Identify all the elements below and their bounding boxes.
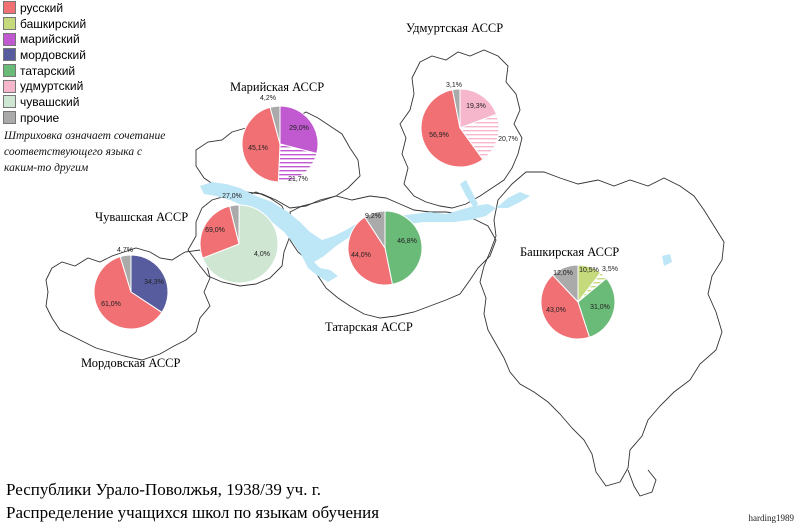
pie-data-label: 4,0% xyxy=(254,251,270,258)
legend-label: татарский xyxy=(20,63,76,78)
legend-item: башкирский xyxy=(3,16,86,32)
pie-data-label: 45,1% xyxy=(248,145,268,152)
pie-data-label: 10,5% xyxy=(579,267,599,274)
hook-border xyxy=(627,469,657,497)
east-lake xyxy=(662,254,672,266)
pie-slice xyxy=(459,88,498,129)
label-bashkiria: Башкирская АССР xyxy=(520,245,619,259)
legend-label: русский xyxy=(20,0,64,15)
pie-0: 34,3% 61,0% 4,7% xyxy=(93,247,169,330)
pie-data-label: 20,7% xyxy=(498,136,518,143)
pie-data-label: 44,0% xyxy=(351,252,371,259)
pie-slice xyxy=(119,254,132,293)
caption-line-1: Республики Урало-Поволжья, 1938/39 уч. г… xyxy=(6,480,322,499)
region-labels: Мордовская АССР Чувашская АССР Марийская… xyxy=(81,21,619,370)
vyatka-river xyxy=(460,180,478,208)
legend-item: татарский xyxy=(3,63,86,79)
pie-data-label: 9,2% xyxy=(365,213,381,220)
pie-slice xyxy=(577,277,616,338)
pie-slice xyxy=(241,106,281,183)
pie-data-label: 3,5% xyxy=(602,266,618,273)
legend-swatch xyxy=(3,79,16,93)
legend-swatch xyxy=(3,111,16,125)
legend-item: чувашский xyxy=(3,94,86,110)
legend-swatch xyxy=(3,64,16,78)
pie-slice xyxy=(451,88,461,129)
hatching-note: Штриховка означает сочетание соответству… xyxy=(4,130,166,174)
pie-slice xyxy=(347,216,393,286)
udmurtia-border xyxy=(399,49,523,209)
pie-5: 10,5% 3,5% 31,0% 43,0% 12,0% xyxy=(540,264,618,340)
pie-data-label: 27,0% xyxy=(222,193,242,200)
pie-data-label: 56,9% xyxy=(429,132,449,139)
label-chuvashia: Чувашская АССР xyxy=(95,210,188,224)
tatarstan-border xyxy=(289,195,497,319)
pie-data-label: 19,3% xyxy=(466,103,486,110)
pie-4: 19,3% 20,7% 56,9% 3,1% xyxy=(420,82,518,168)
pie-slice xyxy=(199,205,240,259)
legend-swatch xyxy=(3,17,16,31)
pie-data-label: 21,7% xyxy=(288,176,308,183)
legend-item: мордовский xyxy=(3,47,86,63)
volga-river xyxy=(200,182,366,282)
pie-data-label: 46,8% xyxy=(397,238,417,245)
pie-data-label: 34,3% xyxy=(144,279,164,286)
legend-item: прочие xyxy=(3,110,86,126)
pie-data-label: 4,7% xyxy=(117,247,133,254)
legend-swatch xyxy=(3,48,16,62)
legend-label: прочие xyxy=(20,110,60,125)
pie-data-label: 29,0% xyxy=(289,125,309,132)
pie-slice xyxy=(384,210,423,285)
legend-label: мордовский xyxy=(20,47,86,62)
label-mari: Марийская АССР xyxy=(230,80,324,94)
pie-data-label: 31,0% xyxy=(590,304,610,311)
caption-line-2: Распределение учащихся школ по языкам об… xyxy=(6,503,380,522)
legend: русский башкирский марийский мордовский … xyxy=(3,0,86,126)
pie-charts: 34,3% 61,0% 4,7% 4,0% 69,0% 27,0% 29,0% 21,7% 45… xyxy=(93,82,618,340)
label-mordovia: Мордовская АССР xyxy=(81,356,181,370)
author-signature: harding1989 xyxy=(748,513,795,523)
pie-slice xyxy=(551,264,579,304)
bashkiria-border xyxy=(479,171,725,487)
pie-3: 46,8% 44,0% 9,2% xyxy=(347,210,423,286)
belaya-river xyxy=(496,192,530,208)
pie-data-label: 3,1% xyxy=(446,82,462,89)
legend-label: башкирский xyxy=(20,16,87,31)
label-tatarstan: Татарская АССР xyxy=(325,320,413,334)
pie-slice xyxy=(420,89,484,168)
pie-slice xyxy=(540,274,591,340)
label-udmurtia: Удмуртская АССР xyxy=(406,21,503,35)
legend-item: удмуртский xyxy=(3,78,86,94)
pie-slice xyxy=(364,210,386,250)
legend-swatch xyxy=(3,32,16,46)
pie-slice xyxy=(279,105,319,155)
mordovia-border xyxy=(45,247,211,361)
pie-data-label: 61,0% xyxy=(101,301,121,308)
legend-item: марийский xyxy=(3,31,86,47)
pie-slice xyxy=(277,143,318,183)
pie-slice xyxy=(269,105,281,145)
pie-data-label: 12,0% xyxy=(553,270,573,277)
pie-1: 4,0% 69,0% 27,0% xyxy=(199,193,279,284)
legend-swatch xyxy=(3,95,16,109)
pie-2: 29,0% 21,7% 45,1% 4,2% xyxy=(241,95,319,183)
pie-data-label: 4,2% xyxy=(260,95,276,102)
legend-swatch xyxy=(3,1,16,15)
pie-data-label: 69,0% xyxy=(205,227,225,234)
legend-label: марийский xyxy=(20,32,80,47)
legend-label: удмуртский xyxy=(20,79,84,94)
legend-item: русский xyxy=(3,0,86,16)
legend-label: чувашский xyxy=(20,94,80,109)
pie-data-label: 43,0% xyxy=(546,307,566,314)
pie-slice xyxy=(93,255,163,330)
pie-slice xyxy=(201,204,279,284)
pie-slice xyxy=(459,113,500,161)
